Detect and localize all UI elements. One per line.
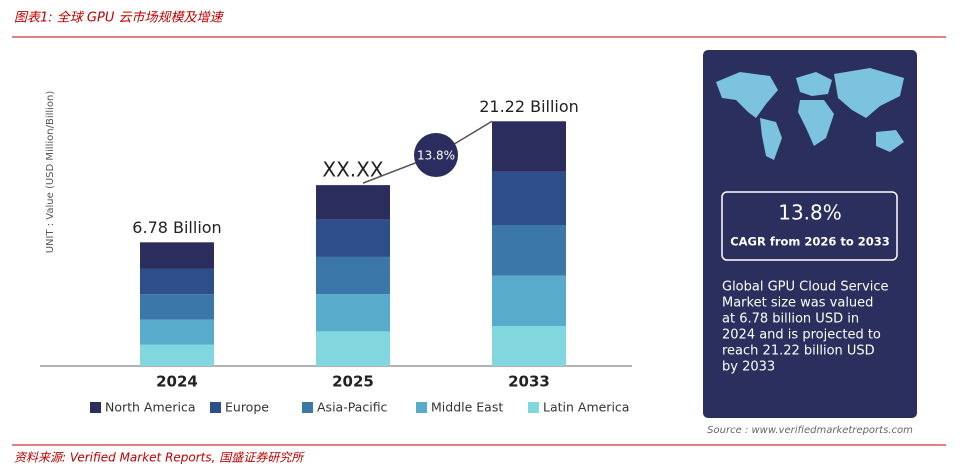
bar-segment [140,319,214,345]
total-label: 6.78 Billion [132,218,221,237]
cagr-box [721,191,898,261]
bar-segment [492,326,566,366]
footer-source: 资料来源: Verified Market Reports, 国盛证券研究所 [14,451,305,465]
panel-description: 2024 and is projected to [722,328,881,343]
legend-swatch [416,402,427,413]
bar-segment [140,294,214,320]
legend-swatch [528,402,539,413]
bar-segment [316,219,390,257]
bar-segment [492,171,566,226]
legend-label: Europe [225,400,269,415]
bar-segment [316,185,390,220]
legend-swatch [210,402,221,413]
bar-segment [316,331,390,366]
info-panel [703,50,917,418]
bar-segment [316,256,390,295]
panel-description: at 6.78 billion USD in [722,312,859,327]
growth-badge [414,133,458,177]
panel-description: reach 21.22 billion USD [722,344,875,359]
cagr-value: 13.8% [778,201,842,225]
bar-segment [140,344,214,366]
x-tick-label: 2025 [332,373,374,391]
x-tick-label: 2033 [508,373,550,391]
bar-segment [492,121,566,172]
panel-description: by 2033 [722,360,775,375]
panel-source: Source : www.verifiedmarketreports.com [707,425,913,436]
legend-swatch [302,402,313,413]
legend-label: Asia-Pacific [317,400,388,415]
total-label: 21.22 Billion [479,97,579,116]
bar-segment [140,242,214,269]
total-label: XX.XX [322,158,383,182]
y-axis-label: UNIT : Value (USD Million/Billion) [45,91,56,254]
legend-swatch [90,402,101,413]
bar-segment [316,294,390,332]
cagr-caption: CAGR from 2026 to 2033 [730,235,890,249]
header-title: 图表1: 全球 GPU 云市场规模及增速 [14,10,224,26]
legend-label: North America [105,400,196,415]
bar-segment [140,268,214,295]
bar-segment [492,275,566,327]
legend-label: Middle East [431,400,503,415]
panel-description: Global GPU Cloud Service [722,280,888,295]
growth-label: 13.8% [417,149,455,163]
bar-segment [492,225,566,276]
legend-label: Latin America [543,400,629,415]
world-map [716,68,904,160]
panel-description: Market size was valued [722,296,873,311]
x-tick-label: 2024 [156,373,198,391]
